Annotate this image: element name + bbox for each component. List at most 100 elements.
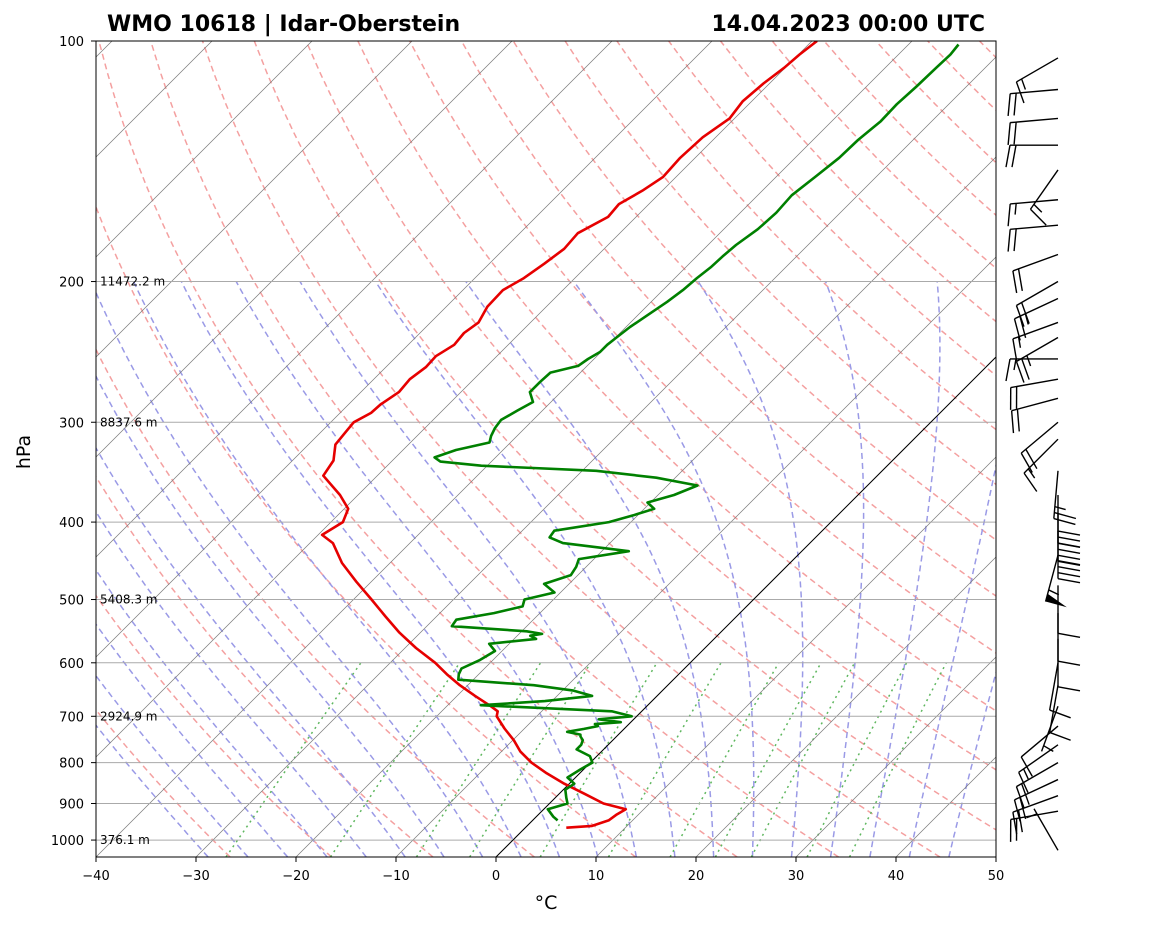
- wind-barb-full: [1057, 542, 1081, 548]
- series-lines: [320, 41, 960, 829]
- wind-barb-half: [1054, 505, 1066, 511]
- dry-adiabat-line: [96, 594, 332, 857]
- moist-adiabat-line: [96, 568, 328, 857]
- isotherms: [96, 41, 996, 857]
- isotherm-line: [795, 656, 996, 857]
- wind-barb: [1012, 321, 1059, 361]
- mixing-ratio-line: [329, 662, 461, 857]
- wind-barb-full: [1057, 560, 1081, 566]
- wind-barb-full: [1020, 358, 1030, 380]
- moist-adiabat-line: [824, 281, 865, 857]
- moist-adiabat-line: [573, 281, 755, 857]
- dry-adiabat-line: [357, 41, 996, 712]
- wind-barb-half: [1014, 203, 1017, 215]
- wind-barb-half: [1027, 468, 1036, 479]
- wind-barb-full: [1057, 660, 1081, 666]
- y-tick-label: 1000: [51, 834, 84, 849]
- wind-barb-full: [1017, 268, 1023, 292]
- moist-adiabat-line: [96, 290, 484, 857]
- x-tick-label: −10: [382, 869, 409, 884]
- wind-barb: [1009, 378, 1059, 410]
- wind-barb-full: [1011, 145, 1017, 168]
- height-label: 2924.9 m: [100, 709, 158, 723]
- wind-barb-half: [1048, 589, 1060, 596]
- dry-adiabat-line: [201, 41, 941, 857]
- wind-barb-staff: [1020, 725, 1059, 758]
- moist-adiabat-line: [465, 281, 715, 857]
- wind-barb-full: [1013, 122, 1017, 145]
- mixing-ratio-line: [469, 662, 592, 857]
- wind-barb-staff: [1048, 662, 1059, 711]
- wind-barb: [1053, 470, 1077, 526]
- wind-barb-full: [1015, 81, 1025, 104]
- wind-barb-full: [1057, 571, 1081, 578]
- wind-barb-staff: [1012, 321, 1059, 340]
- wind-barb-staff: [1011, 397, 1059, 412]
- wind-barb-full: [1007, 229, 1011, 252]
- station-title: WMO 10618 | Idar-Oberstein: [107, 12, 460, 37]
- wind-barb-full: [1007, 93, 1011, 117]
- wind-barb-staff: [1010, 88, 1059, 95]
- datetime-title: 14.04.2023 00:00 UTC: [711, 12, 985, 37]
- height-label: 5408.3 m: [100, 593, 158, 607]
- wind-barb-full: [1057, 548, 1081, 554]
- wind-barb-staff: [1016, 57, 1059, 83]
- moist-adiabat-line: [374, 281, 676, 857]
- wind-barb-staff: [1020, 421, 1059, 454]
- isotherm-line: [96, 41, 513, 458]
- moist-adiabat-line: [299, 281, 638, 857]
- wind-barb-full: [1020, 302, 1030, 324]
- isotherm-line: [695, 556, 996, 857]
- wind-barb-full: [1023, 472, 1038, 492]
- plot-frame: [95, 40, 997, 858]
- wind-barb-full: [1015, 305, 1025, 327]
- wind-barb-full: [1049, 709, 1071, 719]
- height-label: 11472.2 m: [100, 275, 165, 289]
- moist-adiabat-line: [96, 446, 406, 857]
- dry-adiabat-line: [98, 41, 738, 857]
- isotherm-line: [96, 41, 713, 658]
- moist-adiabats: [96, 281, 996, 857]
- wind-barb-half: [1026, 355, 1032, 367]
- wind-barb-full: [1057, 530, 1081, 536]
- wind-barb-full: [1057, 565, 1081, 572]
- wind-barb: [1007, 117, 1059, 145]
- wind-barb-full: [1007, 203, 1011, 227]
- moist-adiabat-line: [96, 623, 289, 857]
- x-tick-label: 0: [492, 869, 500, 884]
- moist-adiabat-line: [96, 510, 367, 857]
- y-tick-label: 900: [59, 798, 84, 813]
- x-tick-label: 10: [588, 869, 605, 884]
- x-tick-label: −30: [182, 869, 209, 884]
- mixing-ratio-line: [714, 662, 822, 857]
- wind-barb-staff: [1010, 117, 1059, 124]
- isotherm-line: [96, 41, 913, 857]
- wind-barb-staff: [1014, 297, 1059, 320]
- moist-adiabat-line: [132, 281, 522, 857]
- wind-barb-full: [1020, 756, 1033, 777]
- wind-barb-full: [1013, 318, 1021, 341]
- height-label: 376.1 m: [100, 833, 150, 847]
- y-tick-label: 400: [59, 516, 84, 531]
- wind-barb-full: [1049, 731, 1071, 741]
- wind-barb-full: [1005, 145, 1011, 168]
- wind-barb: [1015, 280, 1059, 327]
- wind-barb-full: [1020, 783, 1030, 805]
- moist-adiabat-line: [180, 281, 561, 857]
- x-tick-label: −40: [82, 869, 109, 884]
- wind-barb: [1007, 88, 1059, 117]
- dry-adiabat-line: [149, 41, 840, 857]
- x-tick-label: 50: [988, 869, 1005, 884]
- x-tick-label: 30: [788, 869, 805, 884]
- wind-barb-full: [1007, 122, 1011, 145]
- wind-barb: [1044, 554, 1067, 608]
- x-axis-label: °C: [535, 892, 558, 914]
- wind-barb-full: [1057, 536, 1081, 542]
- wind-barb-full: [1010, 410, 1015, 434]
- isotherm-line: [295, 156, 996, 857]
- x-tick-label: −20: [282, 869, 309, 884]
- wind-barb-full: [1057, 632, 1081, 639]
- wind-barb: [1012, 253, 1059, 294]
- wind-barb-full: [1057, 554, 1081, 560]
- dry-adiabat-line: [668, 41, 996, 377]
